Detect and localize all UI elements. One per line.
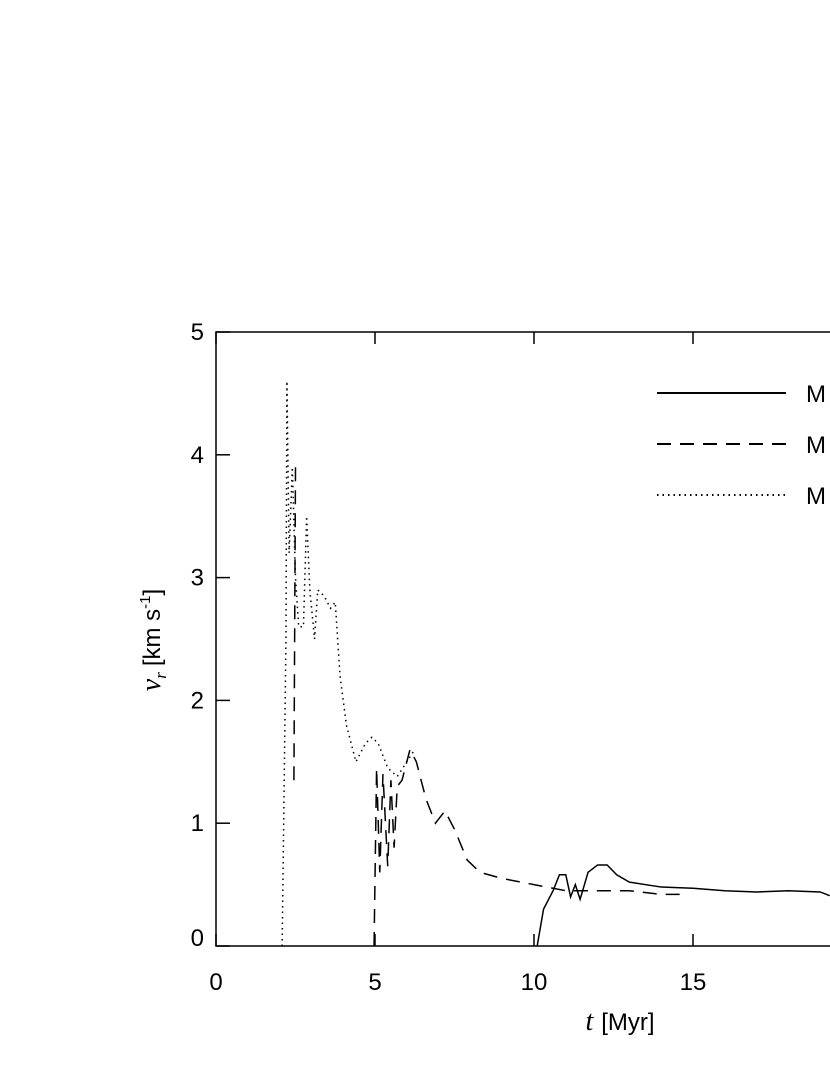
legend-label: M	[806, 381, 826, 408]
y-label-close: ]	[139, 589, 166, 596]
y-label-exp: -1	[137, 595, 154, 608]
y-tick-label: 4	[191, 442, 204, 469]
y-axis-label: vr [km s-1]	[136, 589, 170, 691]
legend-label: M	[806, 432, 826, 459]
series-line	[281, 381, 414, 947]
series-line	[293, 467, 687, 947]
plot-frame	[215, 331, 830, 947]
y-tick-label: 1	[191, 810, 204, 837]
x-label-var: t	[585, 1006, 594, 1037]
y-tick-label: 2	[191, 687, 204, 714]
y-label-unit: [km s	[139, 609, 166, 666]
y-tick-label: 5	[191, 319, 204, 346]
y-tick-label: 0	[191, 925, 204, 952]
y-label-sub: r	[151, 672, 170, 679]
legend-label: M	[806, 483, 826, 510]
y-tick-label: 3	[191, 565, 204, 592]
x-tick-label: 5	[368, 969, 381, 996]
x-tick-label: 15	[680, 969, 707, 996]
series-line	[536, 864, 830, 947]
y-label-var: v	[136, 678, 167, 691]
x-tick-label: 10	[521, 969, 548, 996]
x-tick-label: 0	[209, 969, 222, 996]
x-axis-label: t [Myr]	[585, 1006, 654, 1037]
x-label-unit: [Myr]	[601, 1009, 654, 1036]
